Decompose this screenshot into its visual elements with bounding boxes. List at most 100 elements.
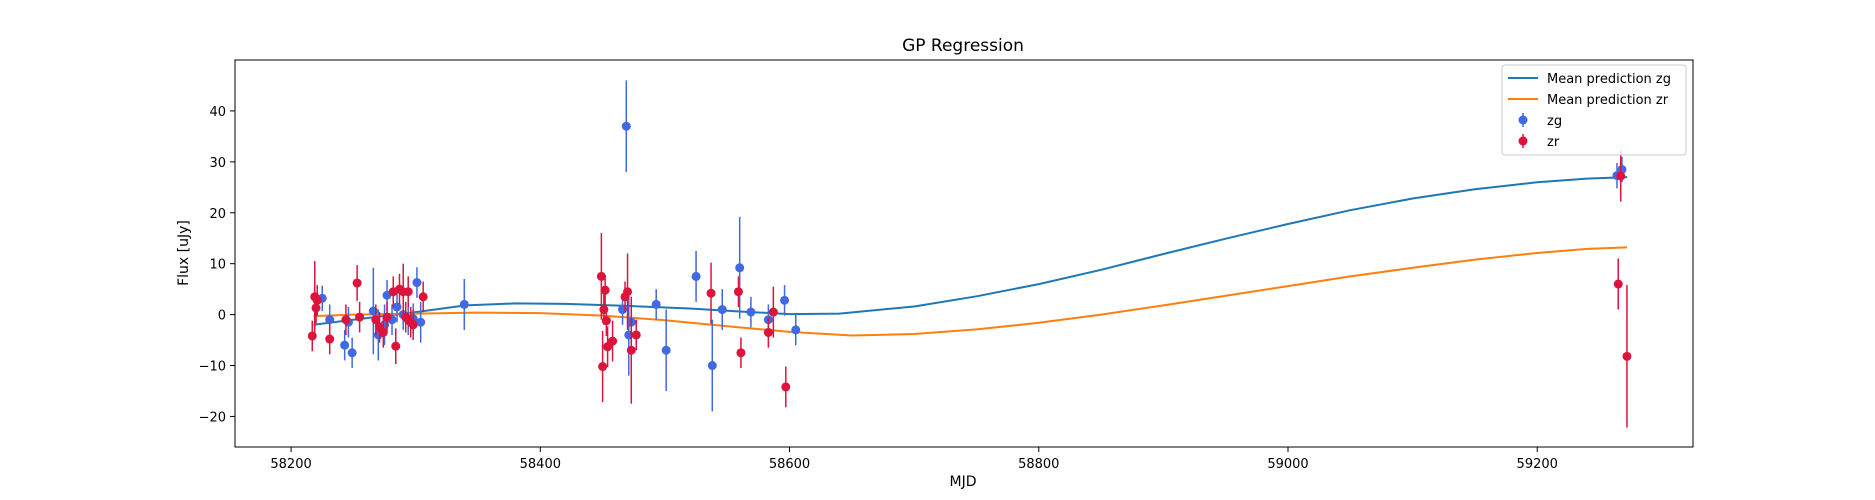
zg-data-point: [416, 301, 426, 343]
zg-data-point: [412, 267, 422, 298]
zg-marker: [691, 271, 701, 281]
zr-marker: [598, 362, 608, 372]
zr-marker: [1616, 171, 1626, 181]
zg-marker: [735, 263, 745, 273]
y-tick-label: −20: [199, 410, 226, 425]
zr-marker: [781, 382, 791, 392]
zg-marker: [746, 307, 756, 317]
y-tick-label: 20: [209, 207, 226, 222]
zr-marker: [600, 285, 610, 295]
x-tick-label: 59200: [1517, 457, 1558, 472]
zr-data-point: [600, 274, 610, 306]
zr-data-point: [1622, 285, 1632, 428]
zr-marker: [352, 278, 362, 288]
zr-marker: [382, 312, 392, 322]
zr-data-point: [626, 296, 636, 404]
x-tick-label: 59000: [1267, 457, 1308, 472]
zr-marker: [631, 330, 641, 340]
zr-data-point: [355, 301, 365, 333]
zg-marker: [416, 317, 426, 327]
zr-marker: [1622, 351, 1632, 361]
zg-data-point: [347, 337, 357, 369]
zr-data-point: [1613, 258, 1623, 310]
zg-marker: [459, 299, 469, 309]
zg-marker: [661, 345, 671, 355]
y-tick-label: 0: [218, 309, 226, 324]
zr-data-point: [1616, 150, 1626, 202]
zr-marker: [736, 348, 746, 358]
zr-data-point: [768, 286, 778, 338]
zr-data-point: [352, 265, 362, 301]
zr-data-point: [598, 330, 608, 403]
zr-marker: [623, 287, 633, 297]
zr-data-point: [603, 326, 613, 368]
zr-data-point: [736, 337, 746, 369]
zr-marker: [601, 316, 611, 326]
zr-marker: [768, 307, 778, 317]
zr-data-point: [706, 262, 716, 324]
zr-marker: [355, 312, 365, 322]
zg-marker: [707, 361, 717, 371]
zr-data-point: [623, 253, 633, 330]
zg-marker: [325, 315, 335, 325]
zg-marker: [392, 302, 402, 312]
zr-data-point: [733, 276, 743, 307]
zr-marker: [403, 287, 413, 297]
zr-marker: [596, 271, 606, 281]
zg-data-point: [340, 329, 350, 361]
zr-data-point: [596, 233, 606, 320]
legend-label-zr: zr: [1547, 135, 1560, 150]
zr-marker: [626, 345, 636, 355]
zr-data-point: [601, 305, 611, 336]
zr-data-point: [608, 320, 618, 362]
zg-data-point: [780, 285, 790, 316]
zr-data-point: [378, 317, 388, 348]
zg-marker: [412, 278, 422, 288]
zr-data-point: [781, 366, 791, 408]
axes: 58200 58400 58600 58800 59000 59200 −20 −10 0 10 2…: [199, 105, 1558, 472]
plot-frame: [234, 59, 1694, 448]
zr-marker: [763, 327, 773, 337]
zr-marker: [341, 315, 351, 325]
zg-marker: [340, 340, 350, 350]
zg-data-point: [392, 291, 402, 323]
zr-marker: [307, 331, 317, 341]
zg-data-point: [459, 278, 469, 330]
zr-data-point: [312, 285, 322, 316]
zg-marker: [651, 299, 661, 309]
zr-marker: [378, 327, 388, 337]
zr-marker: [733, 287, 743, 297]
y-tick-label: 40: [209, 105, 226, 120]
y-tick-label: 30: [209, 156, 226, 171]
zr-marker: [371, 315, 381, 325]
zg-marker: [791, 325, 801, 335]
mean-line-zg: [313, 176, 1628, 326]
zr-data-point: [371, 304, 381, 335]
zr-marker: [325, 334, 335, 344]
zr-data-point: [408, 309, 418, 341]
zg-data-point: [735, 216, 745, 319]
zr-data-point: [382, 301, 392, 333]
plot-area: [307, 80, 1632, 428]
zr-marker: [408, 320, 418, 330]
zr-marker: [1613, 279, 1623, 289]
zg-data-point: [746, 296, 756, 328]
zr-data-point: [391, 328, 401, 364]
zr-marker: [706, 288, 716, 298]
zg-data-point: [791, 314, 801, 346]
zg-marker: [717, 305, 727, 315]
zg-data-point: [707, 319, 717, 412]
zg-data-point: [691, 250, 701, 302]
zr-marker: [312, 295, 322, 305]
zr-marker: [391, 341, 401, 351]
zr-data-point: [418, 281, 428, 313]
zg-marker: [621, 121, 631, 131]
legend: Mean prediction zg Mean prediction zr zg…: [1501, 64, 1687, 156]
chart-title: GP Regression: [902, 36, 1024, 56]
zg-data-point: [717, 289, 727, 330]
zr-data-point: [341, 304, 351, 335]
zg-data-point: [661, 309, 671, 391]
mean-line-zr: [313, 246, 1628, 337]
zr-data-point: [403, 276, 413, 307]
zg-data-point: [621, 80, 631, 173]
